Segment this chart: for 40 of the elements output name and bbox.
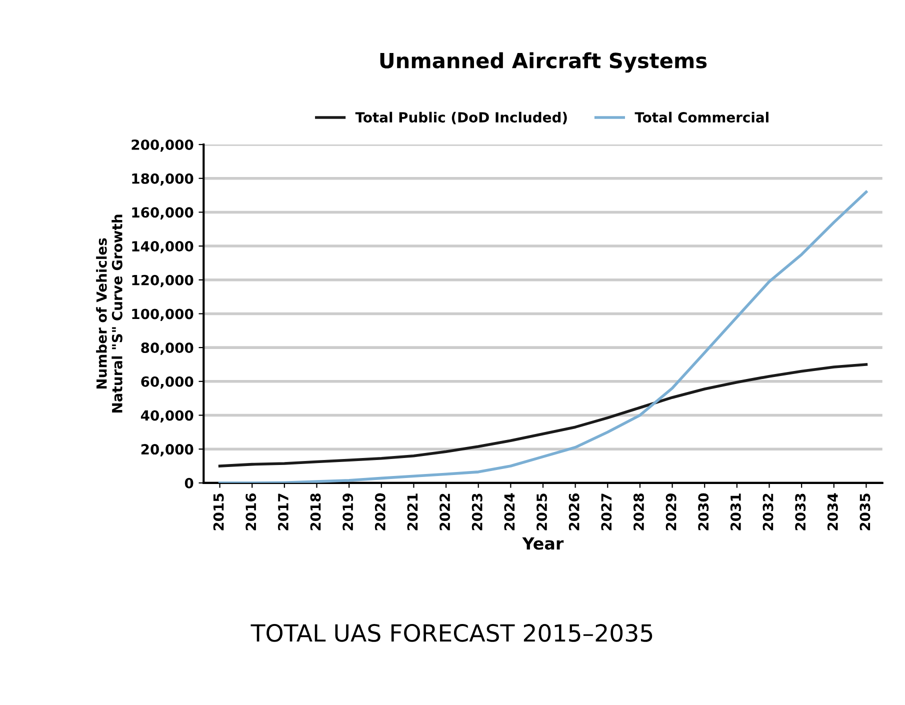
y-tick-label: 40,000 <box>140 410 194 422</box>
line-series <box>218 190 868 483</box>
x-tick-label: 2016 <box>246 493 256 530</box>
y-tick-label: 80,000 <box>141 342 194 355</box>
x-tick-label: 2019 <box>342 494 354 530</box>
x-tick-label: 2032 <box>762 494 774 530</box>
x-tick-label: 2025 <box>536 494 548 530</box>
x-tick-label: 2023 <box>472 494 482 530</box>
x-tick-label: 2031 <box>730 494 741 530</box>
x-tick-label: 2017 <box>278 494 288 530</box>
y-tick-label: 160,000 <box>132 207 194 220</box>
y-tick-label: 60,000 <box>141 376 194 389</box>
x-tick-label: 2028 <box>633 494 644 530</box>
x-tick-label: 2029 <box>666 494 676 530</box>
y-tick-label: 140,000 <box>132 241 194 254</box>
legend-label: Total Public (DoD Included) <box>355 112 567 124</box>
x-axis-title: Year <box>522 537 564 550</box>
y-tick-label: 20,000 <box>141 444 194 456</box>
x-tick-label: 2027 <box>601 494 612 530</box>
y-axis-title: Number of Vehicles Natural "S" Curve Growth <box>96 214 122 412</box>
text: TOTAL UAS FORECAST 2015–2035 <box>250 624 652 642</box>
y-tick-label: 120,000 <box>132 274 194 288</box>
x-tick-label: 2018 <box>310 494 321 530</box>
x-tick-label: 2024 <box>504 493 515 530</box>
x-tick-label: 2020 <box>374 493 386 530</box>
x-tick-label: 2034 <box>827 493 838 530</box>
legend-label: Total Commercial <box>634 112 768 123</box>
line-series <box>218 363 868 468</box>
x-tick-label: 2022 <box>440 494 450 530</box>
x-tick-label: 2035 <box>860 494 870 530</box>
x-tick-label: 2015 <box>213 494 224 530</box>
x-tick-label: 2026 <box>568 493 580 530</box>
x-tick-label: 2033 <box>795 494 806 530</box>
y-tick-label: 200,000 <box>132 139 194 152</box>
y-tick-label: 100,000 <box>132 308 194 321</box>
chart-title: Unmanned Aircraft Systems <box>380 52 707 73</box>
x-tick-label: 2030 <box>698 493 709 530</box>
y-tick-label: 0 <box>184 478 194 488</box>
y-tick-label: 180,000 <box>132 173 194 186</box>
x-tick-label: 2021 <box>407 494 418 530</box>
